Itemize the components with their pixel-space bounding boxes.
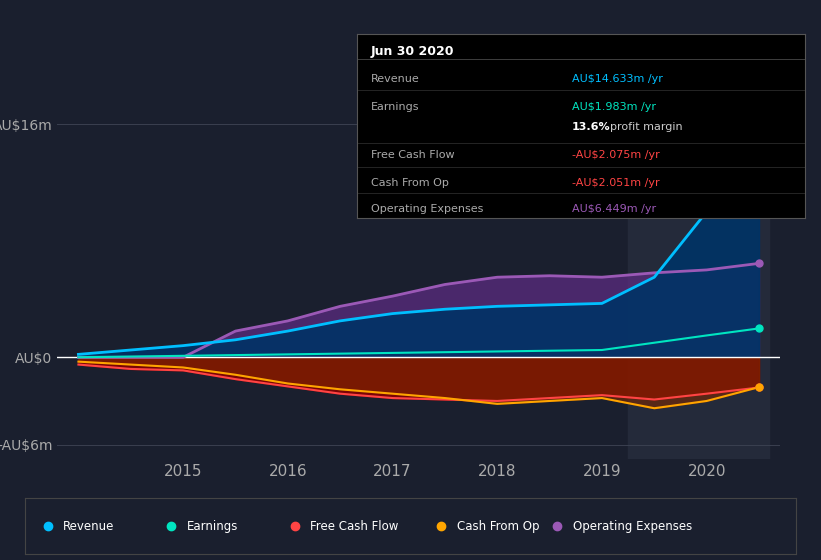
Text: profit margin: profit margin <box>610 122 682 132</box>
Text: AU$6.449m /yr: AU$6.449m /yr <box>572 204 656 213</box>
Text: Cash From Op: Cash From Op <box>456 520 539 533</box>
Text: Operating Expenses: Operating Expenses <box>370 204 483 213</box>
Text: Free Cash Flow: Free Cash Flow <box>370 150 454 160</box>
Text: -AU$2.051m /yr: -AU$2.051m /yr <box>572 178 659 188</box>
Text: Earnings: Earnings <box>186 520 238 533</box>
Text: Earnings: Earnings <box>370 102 419 112</box>
Text: Free Cash Flow: Free Cash Flow <box>310 520 398 533</box>
Text: Revenue: Revenue <box>370 74 420 84</box>
Text: AU$1.983m /yr: AU$1.983m /yr <box>572 102 656 112</box>
Text: Revenue: Revenue <box>63 520 115 533</box>
Text: 13.6%: 13.6% <box>572 122 611 132</box>
Text: Operating Expenses: Operating Expenses <box>572 520 692 533</box>
Text: AU$14.633m /yr: AU$14.633m /yr <box>572 74 663 84</box>
Text: Jun 30 2020: Jun 30 2020 <box>370 45 454 58</box>
Text: Cash From Op: Cash From Op <box>370 178 448 188</box>
Text: -AU$2.075m /yr: -AU$2.075m /yr <box>572 150 659 160</box>
Bar <box>628 95 769 459</box>
